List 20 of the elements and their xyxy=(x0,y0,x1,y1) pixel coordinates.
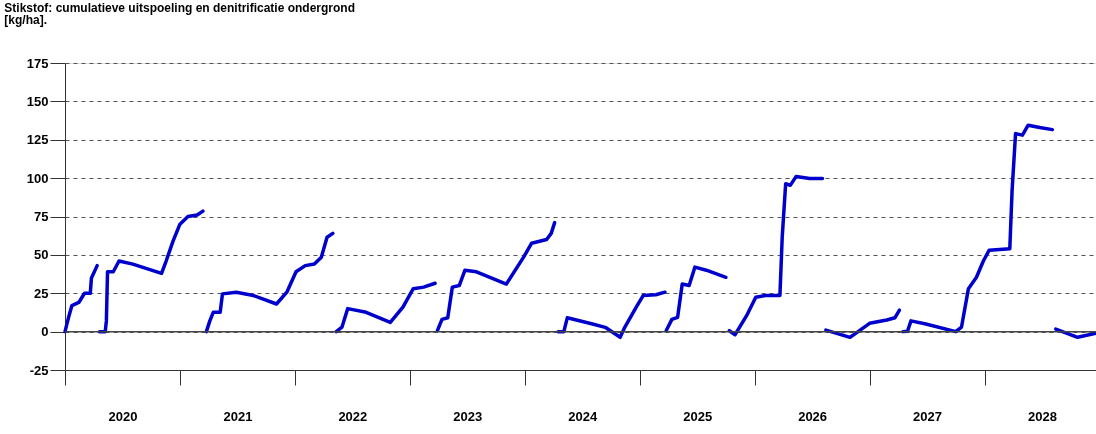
x-tick-label: 2023 xyxy=(453,408,483,424)
x-tick-label: 2027 xyxy=(913,408,942,424)
y-tick-label: 100 xyxy=(26,170,49,186)
y-tick-label: 0 xyxy=(41,324,49,340)
chart-title: Stikstof: cumulatieve uitspoeling en denitrificatie ondergrond xyxy=(4,1,356,15)
y-tick-label: 50 xyxy=(34,247,49,263)
y-tick-label: -25 xyxy=(29,362,49,378)
y-tick-label: 75 xyxy=(34,209,49,224)
x-tick-label: 2026 xyxy=(798,408,828,424)
y-tick-label: 25 xyxy=(34,285,49,301)
x-tick-label: 2021 xyxy=(223,408,253,424)
x-tick-label: 2022 xyxy=(338,408,368,424)
x-tick-label: 2025 xyxy=(683,408,713,424)
y-tick-label: 150 xyxy=(26,93,49,109)
y-tick-label: 125 xyxy=(26,132,49,148)
x-tick-label: 2020 xyxy=(108,408,138,424)
chart-subtitle: [kg/ha]. xyxy=(4,13,47,27)
x-tick-label: 2024 xyxy=(568,408,598,424)
x-tick-label: 2028 xyxy=(1028,408,1057,424)
y-tick-label: 175 xyxy=(26,55,49,71)
